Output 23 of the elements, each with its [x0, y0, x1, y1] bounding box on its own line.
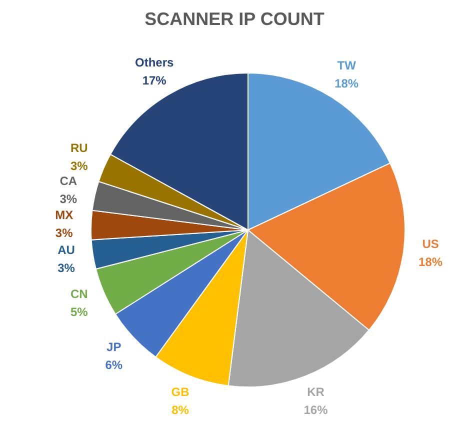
- data-label: 3%: [70, 158, 88, 173]
- slice-label: RU: [70, 140, 88, 155]
- slice-label: Others: [134, 56, 174, 70]
- slice-label: KR: [307, 385, 325, 400]
- data-label: 3%: [58, 260, 76, 275]
- data-label: 16%: [304, 403, 328, 418]
- data-label: 8%: [172, 403, 190, 418]
- data-label: 3%: [55, 226, 74, 240]
- data-label: 3%: [60, 192, 78, 206]
- slice-label: GB: [171, 385, 190, 400]
- slice-label: MX: [55, 208, 74, 222]
- data-label: 17%: [142, 74, 167, 88]
- chart-title: SCANNER IP COUNT: [144, 9, 324, 29]
- data-label: 5%: [70, 305, 88, 320]
- data-label: 18%: [418, 255, 443, 270]
- slice-label: JP: [106, 340, 122, 354]
- slice-label: US: [422, 237, 439, 252]
- data-label: 6%: [105, 358, 123, 372]
- slice-label: CA: [60, 174, 78, 188]
- data-label: 18%: [334, 76, 359, 91]
- slice-label: AU: [58, 242, 75, 257]
- slice-label: TW: [337, 58, 357, 73]
- slice-label: CN: [70, 287, 88, 302]
